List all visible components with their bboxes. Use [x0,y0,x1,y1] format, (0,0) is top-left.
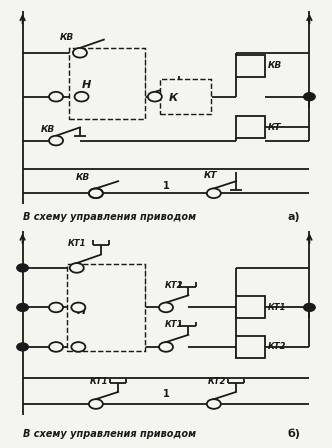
Circle shape [160,303,172,311]
Text: 1: 1 [163,181,169,191]
Circle shape [76,93,88,101]
Circle shape [304,303,315,311]
Circle shape [90,189,102,198]
Circle shape [74,49,86,57]
Text: Н: Н [82,80,91,90]
Circle shape [17,343,28,351]
Text: а): а) [287,211,300,222]
Text: КВ: КВ [76,173,90,182]
Text: КВ: КВ [268,61,282,70]
Circle shape [17,264,28,272]
Circle shape [50,303,62,311]
Text: КТ1: КТ1 [268,303,287,312]
Bar [236,116,265,138]
Text: КТ2: КТ2 [268,342,287,351]
Text: КТ1: КТ1 [67,239,86,248]
Bar [236,297,265,319]
Text: В схему управления приводом: В схему управления приводом [23,211,196,222]
Text: К: К [169,93,178,103]
Text: КТ2: КТ2 [208,377,226,386]
Circle shape [160,343,172,351]
Circle shape [72,343,84,351]
Text: КВ: КВ [41,125,55,134]
Circle shape [71,264,83,272]
Circle shape [208,189,220,198]
Circle shape [17,303,28,311]
Text: КТ1: КТ1 [165,320,183,329]
Circle shape [72,303,84,311]
Bar [69,48,145,119]
Circle shape [50,93,62,101]
Text: б): б) [287,428,300,439]
Text: В схему управления приводом: В схему управления приводом [23,429,196,439]
Bar [236,55,265,77]
Text: КТ: КТ [204,171,217,180]
Text: КТ2: КТ2 [165,280,183,290]
Text: Н: Н [77,306,86,316]
Circle shape [208,400,220,408]
Text: КВ: КВ [60,33,74,42]
Circle shape [90,400,102,408]
Bar [67,263,145,351]
Circle shape [50,137,62,145]
Circle shape [149,93,161,101]
Circle shape [50,343,62,351]
Text: 1: 1 [163,389,169,400]
Circle shape [304,93,315,101]
Bar [236,336,265,358]
Text: КТ1: КТ1 [90,377,108,386]
Bar [160,79,210,114]
Text: КТ: КТ [268,123,282,132]
Circle shape [90,189,102,198]
